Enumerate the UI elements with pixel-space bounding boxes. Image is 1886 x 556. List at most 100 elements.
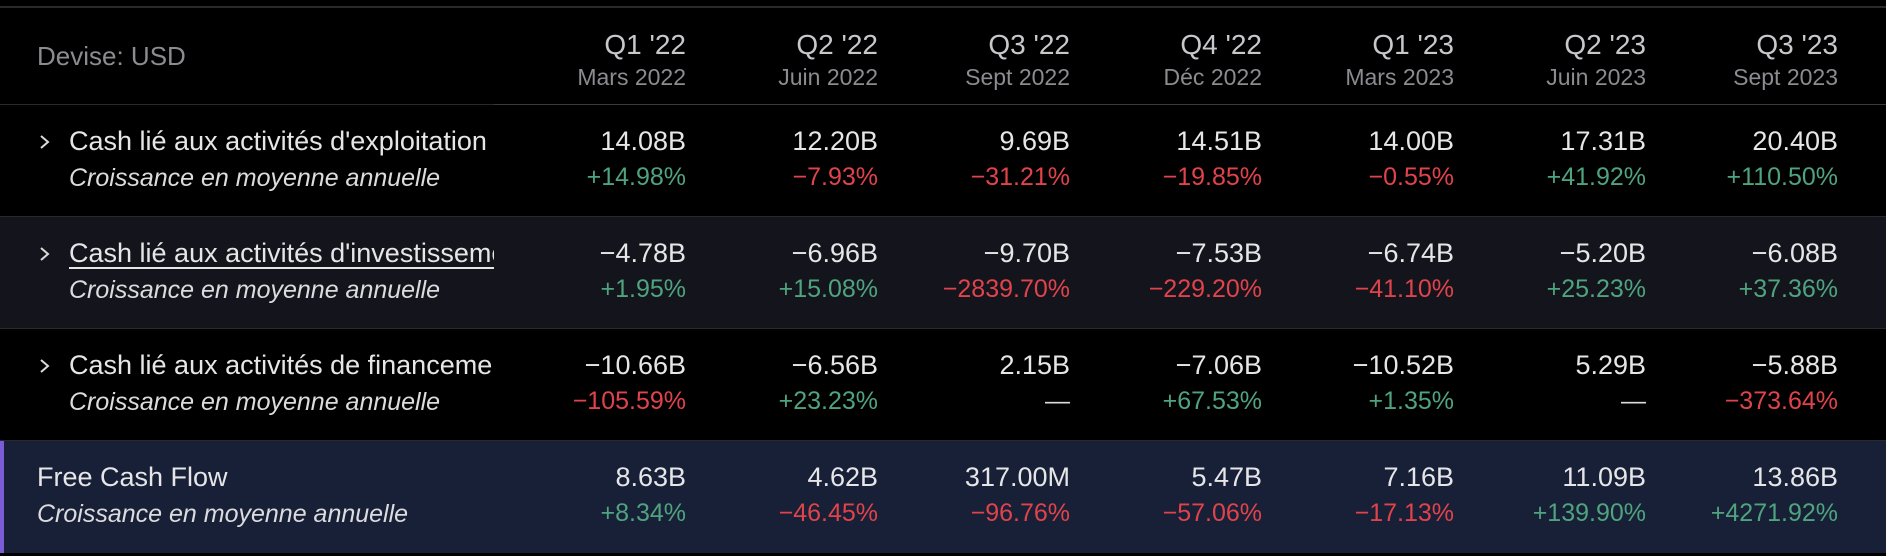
value-cell: 317.00M −96.76%	[890, 459, 1070, 531]
row-label: Free Cash Flow	[37, 462, 228, 492]
row-sublabel: Croissance en moyenne annuelle	[69, 276, 441, 304]
period-date: Sept 2022	[965, 64, 1070, 90]
cell-value: −10.66B	[584, 350, 686, 380]
cell-growth: +139.90%	[1532, 499, 1646, 527]
cell-value: −10.52B	[1352, 350, 1454, 380]
cell-growth: −7.93%	[792, 163, 879, 191]
chevron-right-icon[interactable]	[36, 351, 54, 381]
value-cell: −5.88B −373.64%	[1658, 347, 1838, 419]
cell-value: 8.63B	[615, 462, 686, 492]
value-cell: −7.06B +67.53%	[1082, 347, 1262, 419]
value-cell: −4.78B +1.95%	[506, 235, 686, 307]
column-header-period: Q1 '23 Mars 2023	[1294, 28, 1454, 92]
table-header: Devise: USD Q1 '22 Mars 2022 Q2 '22 Juin…	[0, 8, 1886, 105]
cell-value: 20.40B	[1752, 126, 1838, 156]
cell-value: 12.20B	[792, 126, 878, 156]
cell-value: 14.00B	[1368, 126, 1454, 156]
chevron-right-icon[interactable]	[36, 127, 54, 157]
cell-growth: −57.06%	[1162, 499, 1262, 527]
cell-growth: +1.35%	[1368, 387, 1455, 415]
cell-growth: −96.76%	[970, 499, 1070, 527]
value-cell: 2.15B —	[890, 347, 1070, 419]
cell-growth: −17.13%	[1354, 499, 1454, 527]
value-cell: 8.63B +8.34%	[506, 459, 687, 531]
cell-growth: +37.36%	[1738, 275, 1838, 303]
value-cell: 20.40B +110.50%	[1658, 123, 1838, 195]
row-label[interactable]: Cash lié aux activités de financement	[69, 350, 494, 380]
period-date: Mars 2023	[1345, 64, 1454, 90]
row-highlight-accent	[0, 441, 4, 553]
cell-growth: +15.08%	[778, 275, 878, 303]
cell-growth: +67.53%	[1162, 387, 1262, 415]
cell-value: −7.53B	[1175, 238, 1262, 268]
column-header-period: Q3 '23 Sept 2023	[1678, 28, 1838, 92]
cell-value: 14.08B	[600, 126, 686, 156]
period-quarter: Q2 '23	[1564, 29, 1646, 60]
row-label[interactable]: Cash lié aux activités d'investissement	[69, 238, 494, 268]
cell-growth: −0.55%	[1368, 163, 1455, 191]
cell-growth: −41.10%	[1354, 275, 1454, 303]
cell-value: 17.31B	[1560, 126, 1646, 156]
value-cell: 14.51B −19.85%	[1082, 123, 1262, 195]
cell-value: 5.47B	[1191, 462, 1262, 492]
value-cell: −7.53B −229.20%	[1082, 235, 1262, 307]
period-quarter: Q1 '22	[604, 29, 686, 60]
cell-value: 11.09B	[1562, 462, 1646, 492]
cell-growth: +14.98%	[586, 163, 686, 191]
value-cell: −6.96B +15.08%	[698, 235, 878, 307]
value-cell: −10.66B −105.59%	[506, 347, 686, 419]
value-cell: 12.20B −7.93%	[698, 123, 878, 195]
value-cell: 7.16B −17.13%	[1274, 459, 1454, 531]
cell-value: 7.16B	[1383, 462, 1454, 492]
row-sublabel: Croissance en moyenne annuelle	[37, 500, 409, 528]
cell-value: −6.96B	[791, 238, 878, 268]
value-cell: −6.56B +23.23%	[698, 347, 878, 419]
row-investing-cash[interactable]: Cash lié aux activités d'investissement …	[0, 217, 1886, 329]
period-date: Juin 2022	[778, 64, 878, 90]
cell-value: −6.74B	[1367, 238, 1454, 268]
row-sublabel: Croissance en moyenne annuelle	[69, 388, 441, 416]
cell-growth: −229.20%	[1148, 275, 1262, 303]
cell-growth: −31.21%	[970, 163, 1070, 191]
cell-value: −6.56B	[791, 350, 878, 380]
chevron-right-icon[interactable]	[36, 239, 54, 269]
period-date: Juin 2023	[1546, 64, 1646, 90]
period-date: Déc 2022	[1163, 64, 1262, 90]
cell-growth: —	[1045, 387, 1070, 415]
cell-growth: −2839.70%	[942, 275, 1070, 303]
period-quarter: Q1 '23	[1372, 29, 1454, 60]
top-divider	[0, 6, 1886, 8]
cell-growth: −373.64%	[1724, 387, 1838, 415]
cell-growth: −19.85%	[1162, 163, 1262, 191]
value-cell: 17.31B +41.92%	[1466, 123, 1646, 195]
period-date: Sept 2023	[1733, 64, 1838, 90]
period-quarter: Q2 '22	[796, 29, 878, 60]
value-cell: 9.69B −31.21%	[890, 123, 1070, 195]
cell-growth: +8.34%	[600, 499, 687, 527]
column-header-period: Q2 '22 Juin 2022	[718, 28, 878, 92]
value-cell: −10.52B +1.35%	[1274, 347, 1454, 419]
period-quarter: Q3 '22	[988, 29, 1070, 60]
row-label[interactable]: Cash lié aux activités d'exploitation	[69, 126, 487, 156]
cell-value: 2.15B	[999, 350, 1070, 380]
cash-flow-table: Devise: USD Q1 '22 Mars 2022 Q2 '22 Juin…	[0, 8, 1886, 553]
cell-value: 13.86B	[1752, 462, 1838, 492]
period-date: Mars 2022	[577, 64, 686, 90]
cell-growth: +110.50%	[1726, 163, 1838, 191]
cell-value: −9.70B	[983, 238, 1070, 268]
value-cell: −6.74B −41.10%	[1274, 235, 1454, 307]
row-financing-cash[interactable]: Cash lié aux activités de financement Cr…	[0, 329, 1886, 441]
value-cell: 14.08B +14.98%	[506, 123, 686, 195]
value-cell: −6.08B +37.36%	[1658, 235, 1838, 307]
period-quarter: Q3 '23	[1756, 29, 1838, 60]
row-free-cash-flow[interactable]: Free Cash Flow Croissance en moyenne ann…	[0, 441, 1886, 553]
cell-value: −4.78B	[599, 238, 686, 268]
row-sublabel: Croissance en moyenne annuelle	[69, 164, 441, 192]
cell-value: 4.62B	[807, 462, 878, 492]
row-operating-cash[interactable]: Cash lié aux activités d'exploitation Cr…	[0, 105, 1886, 217]
period-quarter: Q4 '22	[1180, 29, 1262, 60]
cell-value: 5.29B	[1575, 350, 1646, 380]
cell-value: −5.88B	[1751, 350, 1838, 380]
value-cell: 13.86B +4271.92%	[1658, 459, 1838, 531]
cell-value: −5.20B	[1559, 238, 1646, 268]
